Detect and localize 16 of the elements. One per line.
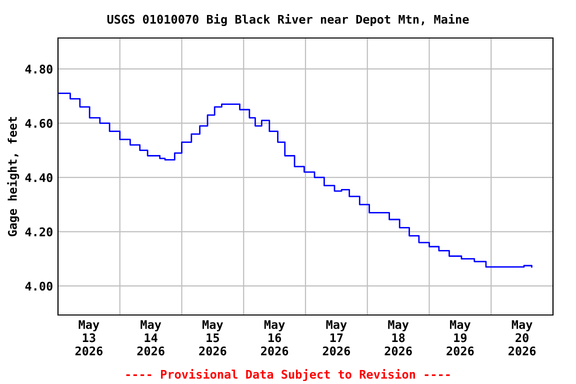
x-tick-label: May 13 2026 <box>75 320 103 356</box>
x-tick-label: May 20 2026 <box>508 320 536 356</box>
y-tick-label: 4.20 <box>25 227 52 236</box>
text: ---- Provisional Data Subject to Revision ---- <box>126 368 450 382</box>
x-tick-label: May 15 2026 <box>199 320 226 356</box>
y-tick-label: 4.60 <box>25 118 52 128</box>
x-tick-label: May 18 2026 <box>384 320 412 356</box>
x-tick-label: May 17 2026 <box>322 320 350 356</box>
x-tick-label: May 14 2026 <box>137 320 164 356</box>
chart-title: USGS 01010070 Big Black River near Depot Mtn, Maine <box>107 14 469 26</box>
x-tick-label: May 19 2026 <box>446 320 474 356</box>
x-tick-label: May 16 2026 <box>261 320 288 356</box>
y-tick-label: 4.80 <box>25 64 52 74</box>
y-tick-label: 4.40 <box>25 173 52 182</box>
y-tick-label: 4.00 <box>25 282 52 291</box>
y-axis-title: Gage height, feet <box>7 117 20 236</box>
